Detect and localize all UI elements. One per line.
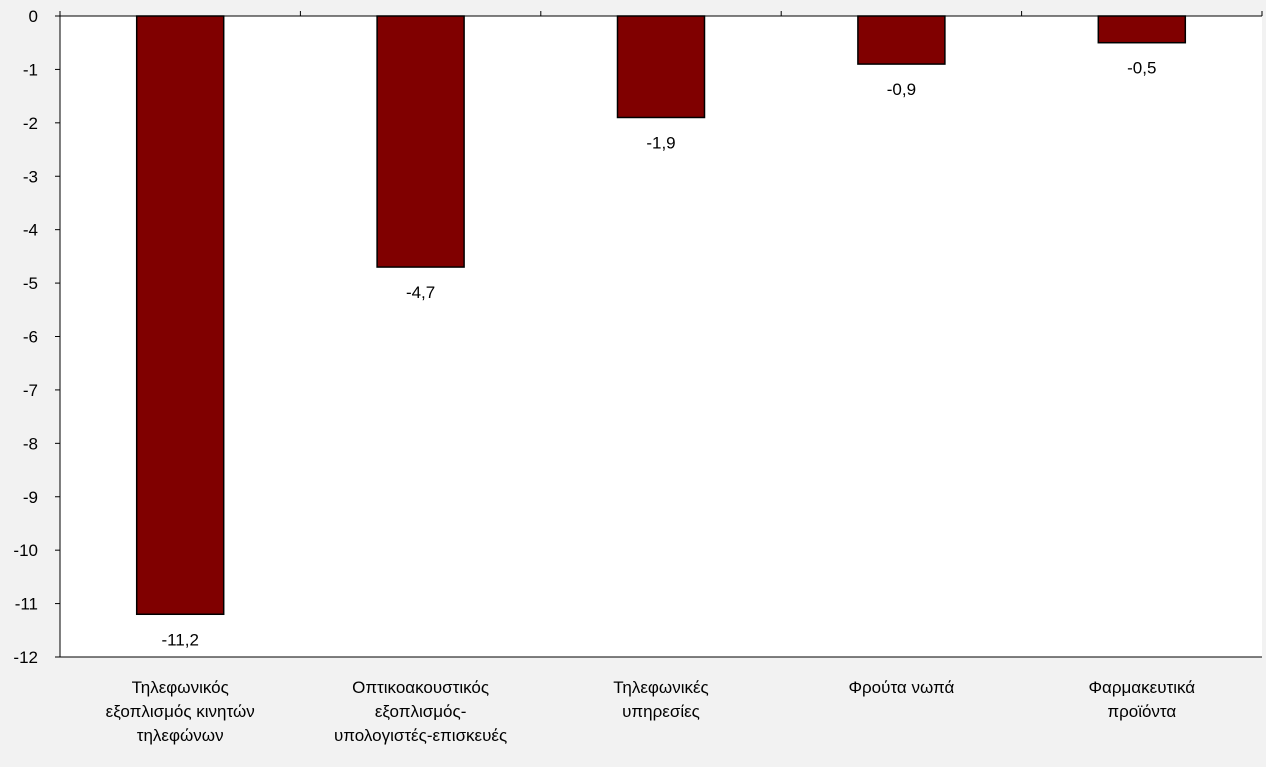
y-tick-label: -10 (13, 541, 38, 560)
bar (376, 15, 465, 268)
y-tick-label: -4 (23, 221, 38, 240)
bar (135, 15, 225, 616)
x-tick-label-line: Τηλεφωνικές (613, 678, 709, 697)
x-tick-label-line: Φαρμακευτικά (1088, 678, 1196, 697)
x-tick-label: Τηλεφωνικές υπηρεσίες (541, 676, 781, 724)
data-label: -1,9 (646, 133, 675, 152)
bar (857, 15, 946, 65)
data-label: -0,9 (887, 80, 916, 99)
plot-area (60, 16, 1262, 657)
x-tick-label: Φρούτα νωπά (781, 676, 1021, 700)
y-tick-label: -8 (23, 434, 38, 453)
x-tick-label-line: προϊόντα (1107, 702, 1177, 721)
data-label: -4,7 (406, 283, 435, 302)
x-tick-label: Οπτικοακουστικός εξοπλισμός-υπολογιστές-ε… (301, 676, 541, 748)
y-tick-label: -2 (23, 114, 38, 133)
bar (616, 15, 706, 119)
y-tick-label: 0 (29, 7, 38, 26)
x-tick-label: Φαρμακευτικά προϊόντα (1022, 676, 1262, 724)
y-tick-label: -5 (23, 274, 38, 293)
x-tick-label-line: τηλεφώνων (136, 726, 224, 745)
y-tick-label: -12 (13, 648, 38, 667)
x-tick-label-line: Τηλεφωνικός (131, 678, 229, 697)
x-tick-label: Τηλεφωνικός εξοπλισμός κινητών τηλεφώνων (60, 676, 300, 748)
data-label: -0,5 (1127, 59, 1156, 78)
x-tick-label-line: εξοπλισμός κινητών (105, 702, 255, 721)
data-label: -11,2 (161, 630, 199, 649)
y-tick-label: -1 (23, 60, 38, 79)
y-tick-label: -7 (23, 381, 38, 400)
axes-layer: 0 -1 -2 -3 -4 -5 -6 -7 -8 -9 -10 -11 -12 (13, 7, 1263, 667)
x-tick-label-line: υπηρεσίες (622, 702, 700, 721)
x-tick-label-line: εξοπλισμός- (374, 702, 467, 721)
y-tick-label: -11 (15, 595, 38, 614)
y-tick-label: -9 (23, 488, 38, 507)
y-tick-label: -3 (23, 167, 38, 186)
data-labels-layer: -11,2 -4,7 -1,9 -0,9 -0,5 (161, 59, 1156, 650)
x-tick-label-line: Οπτικοακουστικός (352, 678, 490, 697)
x-tick-label-line: Φρούτα νωπά (848, 678, 955, 697)
bars-layer (135, 15, 1187, 616)
y-tick-label: -6 (23, 328, 38, 347)
x-tick-label-line: υπολογιστές-επισκευές (333, 726, 508, 745)
bar (1097, 15, 1187, 44)
